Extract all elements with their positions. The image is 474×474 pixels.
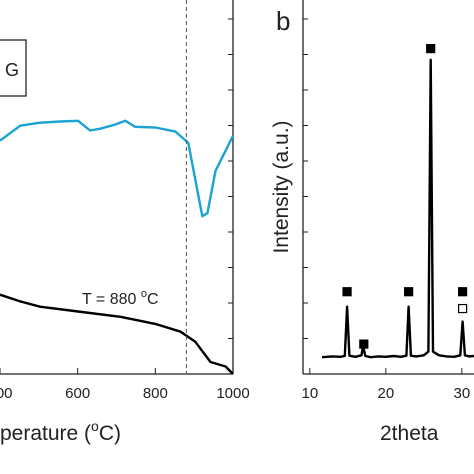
panel-label: b — [276, 6, 290, 36]
annotation-part: T = 880 — [82, 291, 141, 308]
peak-marker — [458, 287, 468, 297]
peak-marker — [342, 287, 352, 297]
annotation-part: o — [141, 288, 147, 300]
peak-marker — [359, 339, 369, 349]
data-line — [321, 58, 474, 359]
x-label-part: C) — [99, 422, 121, 445]
x-axis-label: 2theta — [380, 422, 439, 445]
x-tick-label: 20 — [377, 385, 394, 402]
peak-marker — [426, 44, 436, 54]
x-tick-label: 1000 — [216, 385, 249, 402]
data-line — [0, 293, 234, 375]
x-tick-label: 800 — [143, 385, 168, 402]
peak-marker — [458, 303, 468, 314]
x-axis-label: perature (oC) — [0, 418, 121, 445]
y-axis-label: Intensity (a.u.) — [270, 120, 293, 253]
annotation-part: C — [147, 291, 159, 308]
x-tick-label: 400 — [0, 385, 13, 402]
legend-text: G — [5, 60, 19, 80]
x-label-part: o — [91, 418, 99, 434]
peak-marker — [404, 287, 414, 297]
x-tick-label: 10 — [301, 385, 318, 402]
legend-box — [0, 39, 27, 97]
x-tick-label: 600 — [65, 385, 90, 402]
x-label-part: perature ( — [0, 422, 91, 445]
annotation: T = 880 oC — [82, 288, 159, 308]
x-tick-label: 30 — [453, 385, 470, 402]
data-line — [0, 119, 235, 218]
